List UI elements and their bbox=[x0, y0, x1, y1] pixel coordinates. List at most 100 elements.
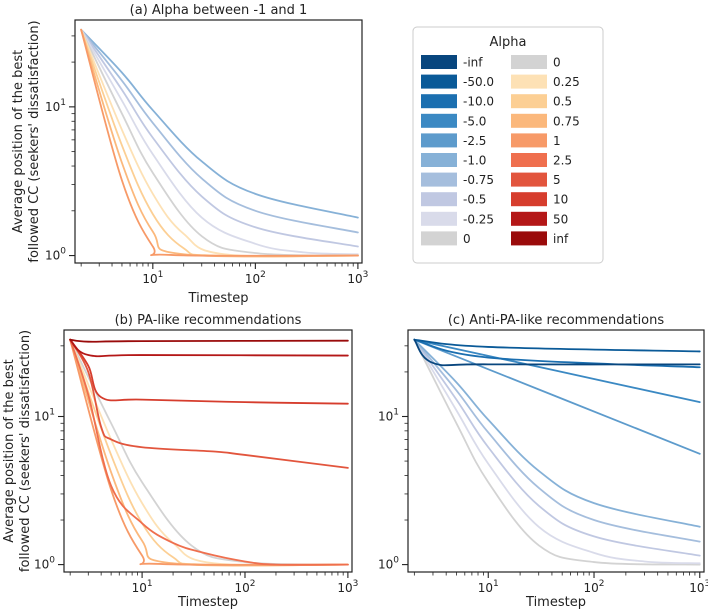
series-line-alpha-2.5 bbox=[69, 338, 349, 566]
series-line-alpha-0.25 bbox=[69, 338, 349, 567]
tick-base: 10 bbox=[234, 581, 249, 595]
panel-a-frame bbox=[74, 19, 363, 264]
legend-swatch-50 bbox=[511, 211, 547, 226]
legend-label--0.5: -0.5 bbox=[463, 193, 486, 207]
tick-base: 10 bbox=[34, 409, 49, 423]
series-line-alpha--0.5 bbox=[80, 28, 359, 248]
series-line-alpha-0.75 bbox=[80, 28, 359, 258]
panel-a-series bbox=[80, 28, 359, 258]
panel-b-xtick-label: 101 bbox=[132, 579, 153, 595]
tick-base: 10 bbox=[142, 272, 157, 286]
panel-b-xtick-label: 103 bbox=[337, 579, 358, 595]
legend-swatch--10.0 bbox=[421, 94, 457, 109]
tick-exponent: 1 bbox=[60, 98, 66, 108]
panel-b-ytick-label: 100 bbox=[34, 556, 55, 572]
panel-b: (b) PA-like recommendations Timestep Ave… bbox=[2, 313, 358, 609]
panel-c-title: (c) Anti-PA-like recommendations bbox=[448, 313, 665, 328]
legend-swatch--0.25 bbox=[421, 211, 457, 226]
legend-swatch-0.75 bbox=[511, 113, 547, 128]
legend-swatch-10 bbox=[511, 192, 547, 207]
panel-b-ylabel-line1: Average position of the best bbox=[2, 359, 17, 542]
series-line-alpha-5 bbox=[69, 338, 349, 469]
panel-a-xtick-label: 103 bbox=[347, 270, 368, 286]
panel-b-series bbox=[69, 338, 349, 567]
legend-swatch-5 bbox=[511, 172, 547, 187]
legend-label-5: 5 bbox=[553, 173, 561, 187]
tick-base: 10 bbox=[45, 249, 60, 263]
panel-b-ytick-label: 101 bbox=[34, 407, 55, 423]
series-line-alpha--0.5 bbox=[413, 338, 701, 557]
series-line-alpha-0.25 bbox=[80, 28, 359, 258]
series-line-alpha-50 bbox=[69, 338, 349, 358]
tick-exponent: 3 bbox=[705, 579, 708, 589]
tick-exponent: 1 bbox=[158, 270, 164, 280]
tick-exponent: 1 bbox=[49, 407, 55, 417]
legend-swatch-0.25 bbox=[511, 74, 547, 89]
legend-swatch--1.0 bbox=[421, 153, 457, 167]
tick-exponent: 3 bbox=[363, 270, 369, 280]
panel-c-xlabel: Timestep bbox=[525, 595, 586, 609]
tick-base: 10 bbox=[34, 558, 49, 572]
panel-b-frame bbox=[63, 329, 353, 573]
series-line-alpha--50.0 bbox=[413, 338, 701, 353]
tick-exponent: 1 bbox=[147, 579, 153, 589]
panel-a-xtick-label: 101 bbox=[142, 270, 163, 286]
legend-items: -inf -50.0 -10.0 -5.0 -2.5 -1.0 -0.75 -0.5 -0.25… bbox=[421, 55, 580, 246]
panel-a-xlabel: Timestep bbox=[188, 291, 249, 306]
series-line-alpha-0 bbox=[80, 28, 359, 257]
series-line-alpha--10.0 bbox=[413, 338, 701, 369]
series-line-alpha--0.25 bbox=[413, 338, 701, 565]
legend-label--inf: -inf bbox=[463, 56, 483, 70]
tick-exponent: 1 bbox=[493, 579, 499, 589]
legend-label--2.5: -2.5 bbox=[463, 134, 486, 148]
legend-swatch-0.5 bbox=[511, 94, 547, 109]
legend: Alpha -inf -50.0 -10.0 -5.0 -2.5 -1.0 -0.75 -0.… bbox=[412, 26, 604, 264]
tick-exponent: 0 bbox=[60, 247, 66, 257]
series-line-alpha-10 bbox=[69, 338, 349, 405]
legend-label-50: 50 bbox=[553, 212, 568, 226]
series-line-alpha--inf bbox=[413, 338, 701, 367]
panel-a-ylabel-line2: followed CC (seekers' dissatisfaction) bbox=[27, 20, 42, 262]
legend-swatch--0.75 bbox=[421, 172, 457, 187]
panel-a-title: (a) Alpha between -1 and 1 bbox=[130, 3, 308, 18]
legend-swatch-0 bbox=[511, 55, 547, 69]
series-line-alpha--5.0 bbox=[413, 338, 701, 404]
series-line-alpha--0.25 bbox=[80, 28, 359, 256]
tick-exponent: 2 bbox=[599, 579, 605, 589]
tick-base: 10 bbox=[378, 409, 393, 423]
legend-label-1: 1 bbox=[553, 134, 561, 148]
panel-c-xtick-label: 102 bbox=[584, 579, 605, 595]
panel-c-xtick-label: 103 bbox=[689, 579, 708, 595]
legend-swatch--50.0 bbox=[421, 74, 457, 89]
series-line-alpha--2.5 bbox=[413, 338, 701, 455]
legend-label--0.25: -0.25 bbox=[463, 212, 494, 226]
panel-c-frame bbox=[407, 329, 705, 573]
series-line-alpha--0.75 bbox=[413, 338, 701, 543]
series-line-alpha-0 bbox=[69, 338, 349, 566]
series-line-alpha-0 bbox=[413, 338, 701, 566]
tick-base: 10 bbox=[347, 272, 362, 286]
panel-b-ylabel-line2: followed CC (seekers' dissatisfaction) bbox=[18, 330, 33, 572]
legend-label-10: 10 bbox=[553, 193, 568, 207]
tick-exponent: 2 bbox=[260, 270, 266, 280]
panel-c-ytick-label: 101 bbox=[378, 407, 399, 423]
legend-swatch-0 bbox=[421, 231, 457, 246]
tick-base: 10 bbox=[337, 581, 352, 595]
legend-label-0: 0 bbox=[553, 56, 561, 70]
panel-a-ytick-label: 100 bbox=[45, 247, 66, 263]
legend-label--1.0: -1.0 bbox=[463, 154, 486, 168]
legend-swatch-1 bbox=[511, 133, 547, 148]
legend-label--0.75: -0.75 bbox=[463, 173, 494, 187]
legend-title: Alpha bbox=[490, 35, 527, 50]
series-line-alpha-inf bbox=[69, 338, 349, 343]
panel-b-title: (b) PA-like recommendations bbox=[115, 313, 302, 328]
panel-b-xtick-label: 102 bbox=[234, 579, 255, 595]
series-line-alpha-1 bbox=[69, 338, 349, 566]
tick-base: 10 bbox=[45, 100, 60, 114]
series-line-alpha-1 bbox=[80, 28, 359, 257]
series-line-alpha-0.75 bbox=[69, 338, 349, 567]
series-line-alpha--1.0 bbox=[80, 28, 359, 219]
legend-label-0: 0 bbox=[463, 232, 471, 246]
